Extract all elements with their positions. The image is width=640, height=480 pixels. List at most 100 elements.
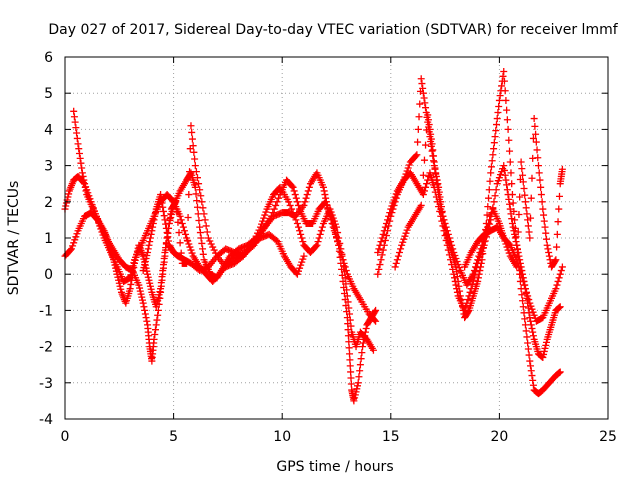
data-point — [288, 205, 296, 213]
data-point — [152, 326, 159, 334]
data-point — [545, 248, 553, 256]
data-point — [508, 220, 516, 228]
data-point — [201, 216, 209, 224]
data-point — [428, 147, 436, 155]
data-point — [152, 209, 159, 217]
data-point — [540, 347, 548, 355]
data-point — [556, 368, 564, 376]
data-point — [137, 290, 145, 298]
data-point — [77, 159, 85, 167]
data-point — [513, 241, 521, 249]
data-point — [141, 310, 149, 318]
data-point — [305, 183, 313, 191]
data-point — [196, 223, 204, 231]
data-point — [423, 180, 431, 188]
data-point — [422, 183, 430, 191]
data-point — [451, 251, 459, 259]
data-point — [477, 245, 485, 253]
data-point — [558, 263, 566, 271]
data-point — [66, 246, 74, 254]
data-point — [386, 209, 394, 217]
data-point — [453, 285, 461, 293]
data-point — [495, 96, 503, 104]
data-point — [158, 276, 166, 284]
data-point — [539, 205, 547, 213]
data-point — [555, 205, 563, 213]
data-point — [273, 198, 281, 206]
data-point — [447, 238, 455, 246]
data-point — [511, 234, 519, 242]
data-point — [321, 191, 329, 199]
data-point — [294, 223, 302, 231]
data-point — [517, 158, 525, 166]
data-point — [521, 191, 529, 199]
data-point — [174, 218, 182, 226]
data-point — [68, 245, 76, 253]
data-point — [424, 116, 432, 124]
data-point — [402, 229, 410, 237]
data-point — [188, 128, 196, 136]
data-point — [362, 325, 370, 332]
data-point — [285, 198, 293, 206]
data-point — [197, 192, 205, 200]
data-point — [469, 270, 477, 278]
data-point — [352, 388, 360, 396]
data-point — [395, 248, 403, 256]
y-tick-label: -3 — [39, 376, 53, 392]
data-point — [139, 267, 147, 275]
data-point — [417, 201, 425, 209]
data-point — [318, 223, 326, 231]
data-point — [528, 305, 536, 313]
data-point — [69, 242, 77, 250]
data-point — [153, 316, 161, 324]
data-point — [357, 355, 365, 363]
data-point — [115, 276, 123, 284]
x-tick-label: 5 — [169, 429, 178, 445]
data-point — [551, 257, 559, 265]
data-point — [540, 217, 548, 225]
data-point — [444, 246, 452, 254]
data-point — [71, 118, 79, 126]
data-point — [451, 274, 459, 282]
data-point — [351, 391, 359, 399]
data-point — [528, 325, 536, 332]
data-point — [466, 288, 474, 296]
data-point — [64, 193, 72, 201]
data-point — [523, 333, 531, 341]
data-point — [312, 242, 320, 250]
series-satellite-track-3 — [70, 107, 377, 365]
data-point — [537, 191, 545, 199]
data-point — [193, 197, 201, 205]
data-point — [197, 234, 205, 242]
data-point — [378, 234, 386, 242]
data-point — [146, 282, 154, 290]
data-point — [429, 146, 437, 154]
data-point — [374, 270, 382, 278]
data-point — [141, 258, 149, 266]
data-point — [136, 284, 144, 292]
data-point — [514, 245, 521, 253]
data-point — [272, 236, 280, 244]
data-point — [293, 220, 301, 228]
x-axis-label: GPS time / hours — [276, 459, 393, 475]
data-point — [443, 227, 451, 235]
data-point — [82, 187, 90, 195]
data-point — [269, 209, 277, 217]
data-point — [190, 148, 198, 156]
data-point — [524, 339, 532, 347]
data-point — [140, 303, 148, 311]
data-point — [417, 75, 425, 83]
data-point — [392, 190, 400, 198]
data-point — [474, 256, 482, 264]
data-point — [62, 202, 70, 210]
data-point — [502, 240, 510, 248]
data-point — [339, 256, 347, 264]
data-point — [529, 134, 537, 142]
data-point — [388, 202, 396, 210]
data-point — [384, 216, 392, 224]
data-points — [61, 67, 566, 405]
x-tick-label: 10 — [273, 429, 291, 445]
data-point — [334, 229, 342, 237]
data-point — [187, 122, 195, 130]
data-point — [504, 191, 512, 199]
